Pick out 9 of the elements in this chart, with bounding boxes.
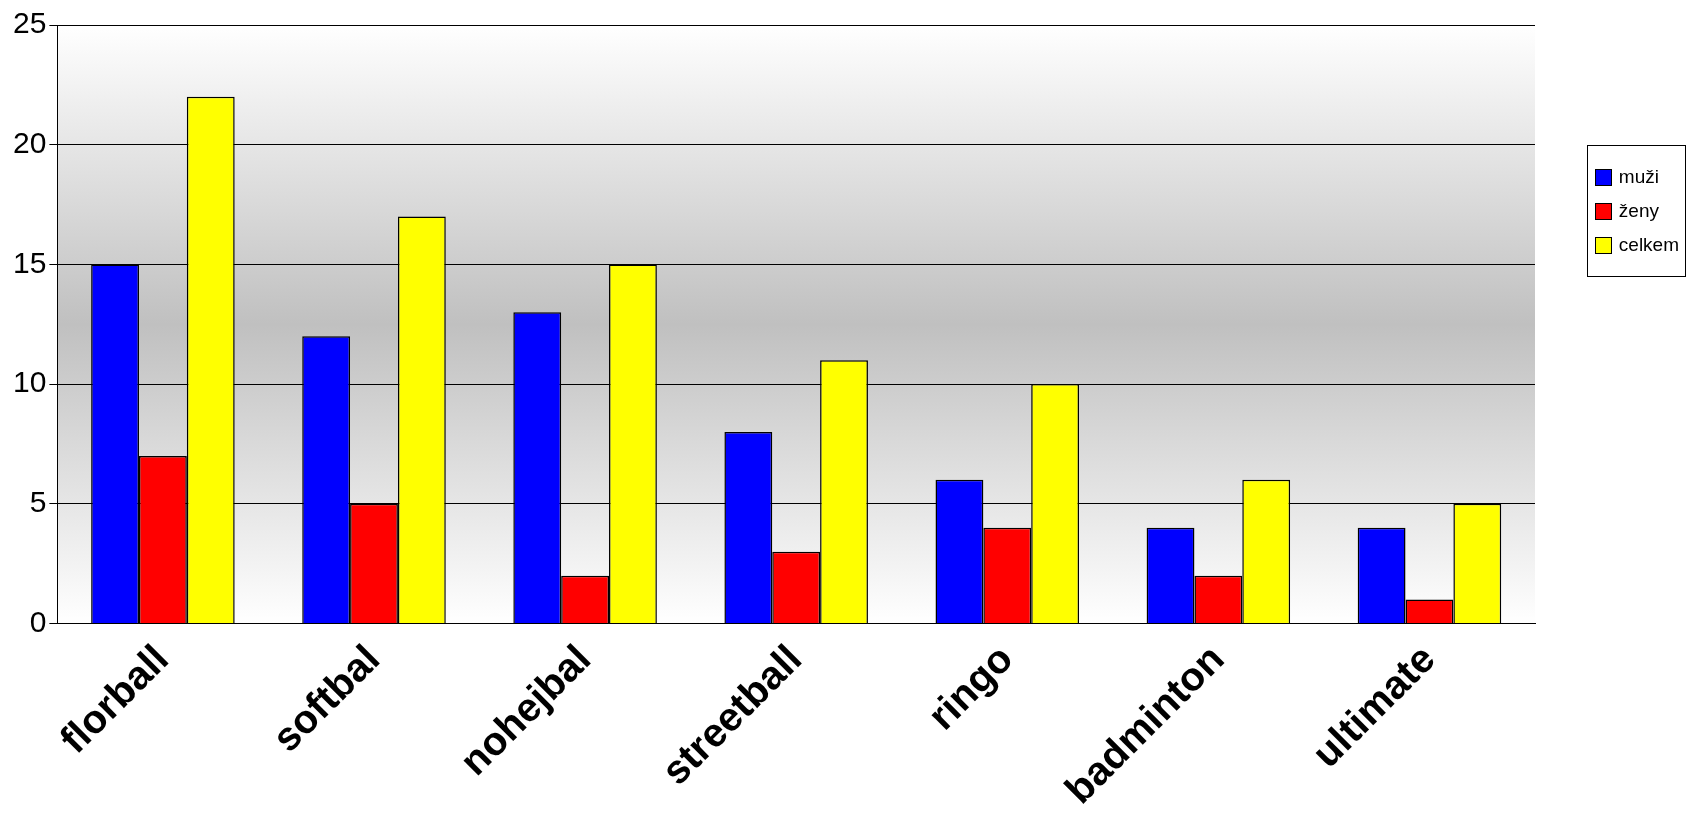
y-tick-label: 15	[12, 245, 47, 279]
legend-label: celkem	[1618, 234, 1679, 256]
y-tick-label: 10	[12, 365, 47, 399]
y-tick-label: 25	[12, 6, 47, 40]
legend-label: muži	[1618, 166, 1659, 188]
legend-label: ženy	[1618, 200, 1659, 222]
y-tick-label: 20	[12, 125, 47, 159]
y-tick-label: 0	[29, 604, 47, 638]
y-tick-label: 5	[29, 485, 47, 519]
